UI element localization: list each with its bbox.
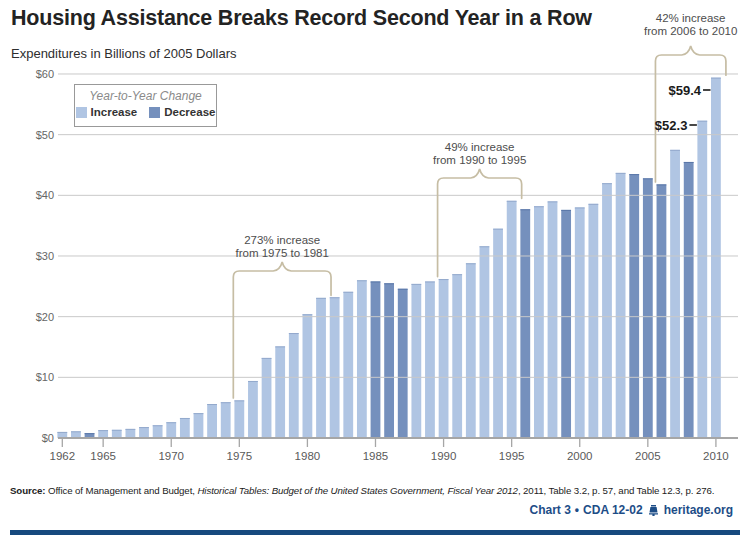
bar-2010 [711,78,721,438]
bar-2001 [588,204,598,438]
annotation-text-3-line1: 42% increase [656,12,726,24]
bar-1981 [316,298,326,438]
chart-page: Housing Assistance Breaks Record Second … [0,0,750,537]
bar-1966 [112,430,122,438]
bar-1968 [139,427,149,438]
bar-1976 [248,381,258,438]
bar-2002 [602,183,612,438]
legend-increase-swatch [76,107,87,118]
bar-1983 [343,292,353,438]
x-axis-label-1965: 1965 [90,450,116,462]
value-label-2010: $59.4 [668,83,701,98]
y-axis-label-$60: $60 [36,68,54,80]
heritage-bell-icon [647,504,660,517]
bar-2007 [670,150,680,438]
bar-1986 [384,283,394,438]
credit-site: heritage.org [664,503,733,517]
bar-1999 [561,210,571,438]
x-axis-label-2010: 2010 [703,450,729,462]
bar-2006 [657,184,667,438]
x-axis-label-1962: 1962 [50,450,76,462]
legend-decrease-label: Decrease [164,106,215,118]
x-axis-label-1980: 1980 [295,450,321,462]
bar-1980 [303,314,313,438]
credit-cda-number: CDA 12-02 [583,503,643,517]
source-text-1: Office of Management and Budget, [45,485,197,496]
bar-1993 [480,246,490,438]
x-axis-label-1970: 1970 [158,450,184,462]
legend-title: Year-to-Year Change [75,89,216,103]
bar-1988 [411,284,421,438]
bottom-rule [10,530,740,535]
x-axis-label-1985: 1985 [363,450,389,462]
x-axis-label-1995: 1995 [499,450,525,462]
bar-1991 [452,274,462,438]
bar-1972 [194,413,204,438]
source-note: Source: Office of Management and Budget,… [10,485,750,496]
y-axis-label-$30: $30 [36,250,54,262]
bar-1975 [234,400,244,438]
y-axis-label-$50: $50 [36,129,54,141]
bar-1992 [466,263,476,438]
bar-1973 [207,404,217,438]
x-axis-label-1990: 1990 [431,450,457,462]
bar-2008 [684,162,694,438]
y-axis-label-$20: $20 [36,311,54,323]
bar-chart: $0 $10 $20 $30 $40 $50 $60 1962 1965 1970 1975 1980… [0,0,750,475]
bar-1996 [520,209,530,438]
x-axis-label-2000: 2000 [567,450,593,462]
annotation-text-2-line2: from 1990 to 1995 [433,154,526,166]
source-title-italic: Historical Tables: Budget of the United … [197,485,517,496]
source-text-2: , 2011, Table 3.2, p. 57, and Table 12.3… [518,485,715,496]
annotation-text-3-line2: from 2006 to 2010 [644,25,737,37]
annotation-text-2-line1: 49% increase [445,141,515,153]
bar-1974 [221,402,231,438]
credit-bullet: • [575,503,579,517]
legend-increase-label: Increase [91,106,138,118]
bar-1969 [153,425,163,438]
annotation-text-1-line2: from 1975 to 1981 [236,247,329,259]
credit-chart-number: Chart 3 [530,503,571,517]
x-axis-label-1975: 1975 [227,450,253,462]
bar-1965 [98,430,108,438]
bar-1977 [262,358,272,438]
bar-1989 [425,281,435,438]
bar-2003 [616,173,626,438]
y-axis-label-$0: $0 [42,432,54,444]
annotation-text-1-line1: 273% increase [244,234,320,246]
bar-1997 [534,206,544,438]
bar-1984 [357,280,367,438]
bar-1995 [507,201,517,438]
bar-1963 [71,431,81,438]
legend-box: Year-to-Year Change Increase Decrease [74,84,217,127]
bar-1987 [398,289,408,438]
chart-title: Housing Assistance Breaks Record Second … [11,6,592,31]
bar-1970 [166,422,176,438]
chart-subtitle: Expenditures in Billions of 2005 Dollars [11,46,236,61]
bar-2004 [629,174,639,438]
bar-2000 [575,207,585,438]
bar-1982 [330,297,340,438]
y-axis-label-$40: $40 [36,189,54,201]
bar-1994 [493,229,503,438]
bar-1990 [439,279,449,438]
credit-line: Chart 3 • CDA 12-02 heritage.org [530,503,733,517]
bar-2005 [643,178,653,438]
y-axis-label-$10: $10 [36,371,54,383]
bar-1978 [275,346,285,438]
value-label-2009: $52.3 [655,118,688,133]
legend-decrease-swatch [149,107,160,118]
bar-1979 [289,333,299,438]
bar-2009 [697,121,707,438]
bar-1998 [548,201,558,438]
source-label: Source: [10,485,45,496]
bar-1985 [371,281,381,438]
bar-1967 [125,429,135,438]
bar-1971 [180,418,190,438]
x-axis-label-2005: 2005 [635,450,661,462]
